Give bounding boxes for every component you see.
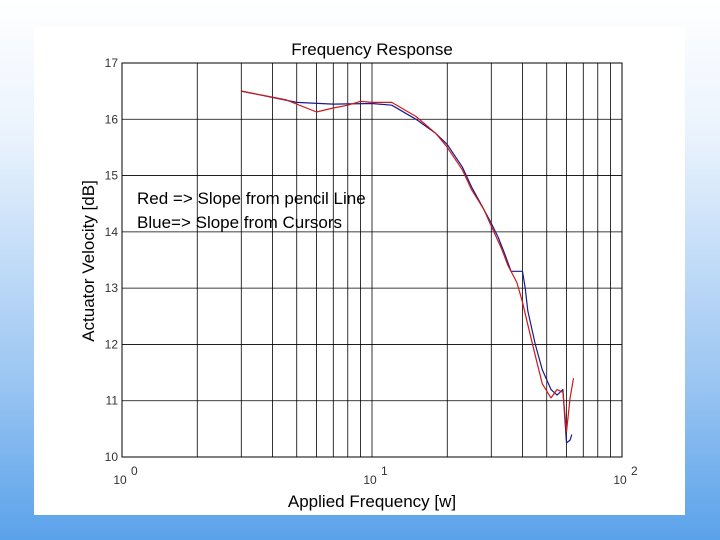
y-tick-label: 15	[105, 169, 119, 183]
slide-panel	[34, 27, 685, 515]
series-layer	[241, 90, 575, 444]
chart-title: Frequency Response	[291, 40, 453, 59]
y-tick-labels: 10 11 12 13 14 15 16 17	[105, 56, 119, 464]
x-tick-exponent: 1	[381, 464, 388, 478]
x-axis-label: Applied Frequency [w]	[288, 492, 456, 511]
y-axis-label: Actuator Velocity [dB]	[79, 180, 98, 342]
y-tick-label: 17	[105, 56, 119, 70]
y-tick-label: 11	[106, 394, 119, 408]
y-tick-label: 14	[105, 225, 119, 239]
x-tick-labels: 10 0 10 1 10 2	[113, 464, 638, 487]
x-tick-exponent: 2	[631, 464, 638, 478]
annotation-blue: Blue=> Slope from Cursors	[137, 213, 342, 232]
series-line-1	[241, 90, 575, 433]
x-tick-label: 10	[363, 473, 377, 487]
grid	[122, 63, 622, 457]
y-tick-label: 16	[105, 112, 119, 126]
x-tick-label: 10	[613, 473, 627, 487]
x-tick-exponent: 0	[131, 464, 138, 478]
y-tick-label: 12	[105, 337, 119, 351]
plot-frame	[121, 62, 623, 458]
y-tick-label: 10	[105, 450, 119, 464]
annotation-red: Red => Slope from pencil Line	[137, 189, 366, 208]
y-tick-label: 13	[105, 281, 119, 295]
x-tick-label: 10	[113, 473, 127, 487]
